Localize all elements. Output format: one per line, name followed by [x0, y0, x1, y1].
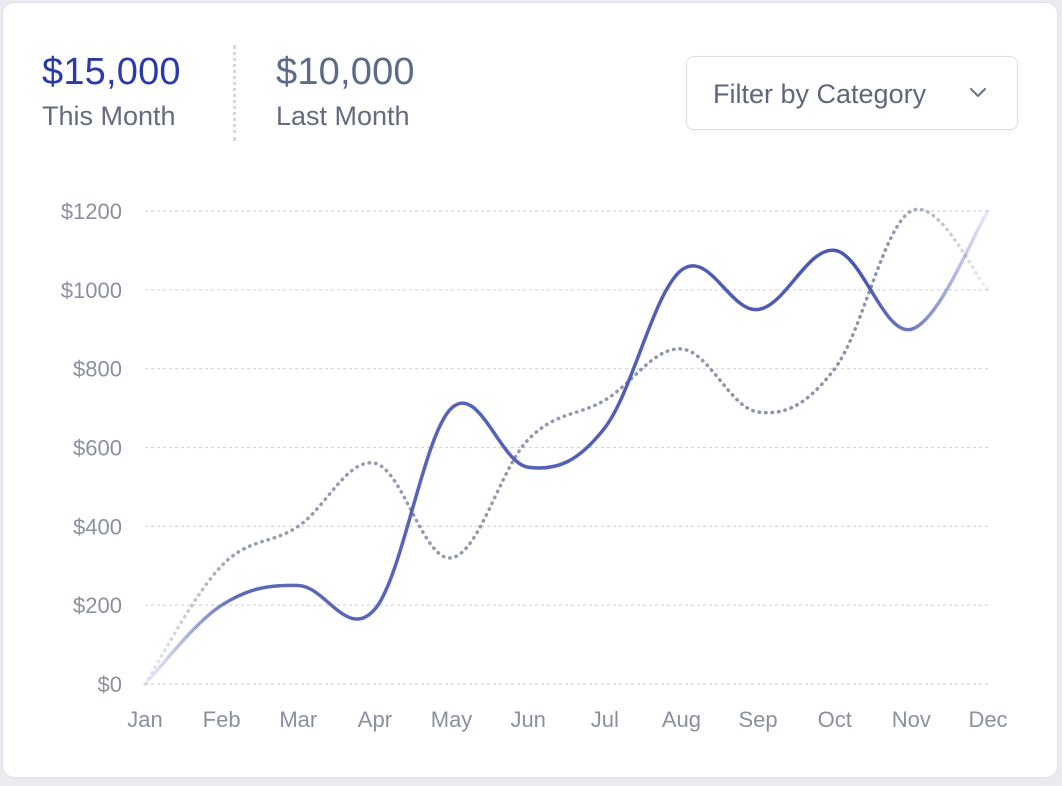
this-month-value: $15,000	[42, 51, 181, 93]
x-tick-label: Apr	[358, 707, 392, 732]
last-month-value: $10,000	[276, 51, 415, 93]
filter-label: Filter by Category	[713, 79, 927, 109]
y-tick-label: $600	[73, 436, 122, 461]
x-tick-label: Jul	[591, 707, 619, 732]
last-month-summary: $10,000 Last Month	[276, 47, 415, 132]
this-month-label: This Month	[42, 101, 176, 131]
y-tick-label: $0	[98, 672, 122, 697]
this-month-summary: $15,000 This Month	[42, 47, 181, 132]
x-tick-label: Oct	[818, 707, 852, 732]
x-tick-label: Jan	[127, 707, 162, 732]
x-tick-label: Dec	[968, 707, 1007, 732]
x-tick-label: Jun	[510, 707, 545, 732]
line-chart: $0 $200 $400 $600 $800 $1000 $1200 Jan Feb Mar Ap…	[61, 199, 1008, 732]
y-tick-label: $800	[73, 357, 122, 382]
this-month-series-line	[143, 209, 990, 686]
x-tick-label: Nov	[892, 707, 931, 732]
x-tick-label: Sep	[739, 707, 778, 732]
chevron-down-icon	[969, 86, 987, 104]
last-month-label: Last Month	[276, 101, 410, 131]
y-tick-label: $1200	[61, 199, 122, 224]
y-tick-label: $400	[73, 514, 122, 539]
filter-by-category-dropdown[interactable]: Filter by Category	[686, 56, 1018, 130]
x-tick-label: Feb	[203, 707, 241, 732]
y-tick-label: $1000	[61, 278, 122, 303]
x-tick-label: Mar	[279, 707, 317, 732]
last-month-series-line	[143, 207, 990, 686]
summary-divider	[233, 45, 236, 141]
x-tick-label: Aug	[662, 707, 701, 732]
y-tick-label: $200	[73, 593, 122, 618]
x-tick-label: May	[431, 707, 473, 732]
